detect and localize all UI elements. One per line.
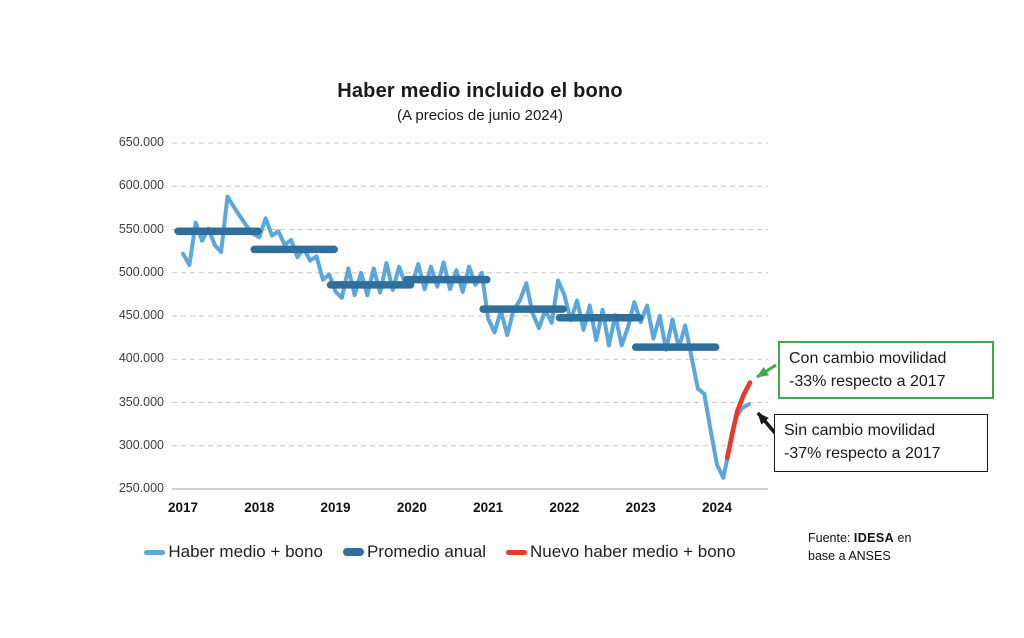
callout-text-line: -33% respecto a 2017 bbox=[789, 373, 946, 390]
source-note: Fuente: IDESA en base a ANSES bbox=[808, 529, 911, 565]
callout-text-line: Con cambio movilidad bbox=[789, 350, 947, 367]
source-suffix: en bbox=[894, 531, 912, 545]
callout-text-line: Sin cambio movilidad bbox=[784, 422, 936, 439]
callout-con-cambio-movilidad: Con cambio movilidad -33% respecto a 201… bbox=[778, 341, 994, 399]
source-prefix: Fuente: bbox=[808, 531, 854, 545]
legend-label: Nuevo haber medio + bono bbox=[530, 542, 736, 561]
callout-sin-cambio-movilidad: Sin cambio movilidad -37% respecto a 201… bbox=[774, 414, 988, 472]
haber-medio-line bbox=[181, 194, 751, 480]
nuevo-haber-line bbox=[724, 380, 753, 461]
chart-subtitle: (A precios de junio 2024) bbox=[397, 107, 563, 124]
haber-medio-line-marker-icon bbox=[144, 549, 166, 555]
callout-text-line: -37% respecto a 2017 bbox=[784, 445, 941, 462]
green-arrow bbox=[756, 363, 777, 379]
legend-item-haber-medio: Haber medio + bono bbox=[144, 542, 323, 562]
legend-label: Haber medio + bono bbox=[168, 542, 323, 561]
promedio-anual-line-marker-icon bbox=[342, 548, 364, 556]
source-line2: base a ANSES bbox=[808, 549, 891, 563]
legend: Haber medio + bono Promedio anual Nuevo … bbox=[100, 542, 780, 562]
nuevo-haber-line-marker-icon bbox=[506, 549, 528, 555]
chart-title: Haber medio incluido el bono bbox=[337, 80, 623, 102]
legend-label: Promedio anual bbox=[366, 542, 487, 561]
legend-item-promedio-anual: Promedio anual bbox=[342, 542, 487, 562]
legend-item-nuevo-haber: Nuevo haber medio + bono bbox=[506, 542, 736, 562]
title-block: Haber medio incluido el bono (A precios … bbox=[140, 80, 820, 124]
source-brand: IDESA bbox=[853, 531, 895, 545]
